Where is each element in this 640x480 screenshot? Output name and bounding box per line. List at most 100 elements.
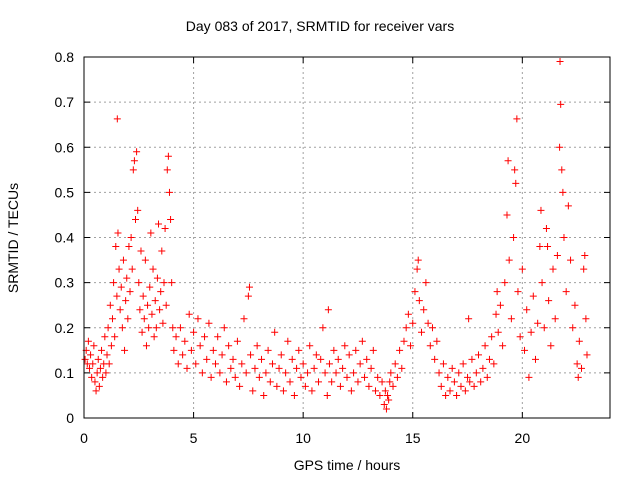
data-point (255, 373, 263, 381)
data-point (393, 373, 401, 381)
data-point (350, 369, 358, 377)
data-point (413, 265, 421, 273)
data-point (435, 369, 443, 377)
data-point (407, 342, 415, 350)
data-point (203, 355, 211, 363)
data-point (559, 188, 567, 196)
data-point (523, 306, 531, 314)
grid (84, 57, 610, 418)
data-point (145, 324, 153, 332)
data-point (216, 369, 224, 377)
data-point (81, 355, 89, 363)
data-point (518, 265, 526, 273)
data-point (225, 342, 233, 350)
data-point (567, 256, 575, 264)
data-point (85, 364, 93, 372)
data-point (150, 333, 158, 341)
data-point (385, 396, 393, 404)
data-point (391, 360, 399, 368)
chart-title: Day 083 of 2017, SRMTID for receiver var… (185, 18, 455, 34)
data-point (485, 355, 493, 363)
data-point (581, 252, 589, 260)
data-point (516, 333, 524, 341)
data-point (542, 224, 550, 232)
data-point (233, 337, 241, 345)
data-point (433, 337, 441, 345)
data-point (162, 301, 170, 309)
data-point (160, 279, 168, 287)
data-point (386, 378, 394, 386)
data-point (299, 360, 307, 368)
data-point (411, 288, 419, 296)
data-point (209, 346, 217, 354)
data-point (106, 301, 114, 309)
data-point (453, 391, 461, 399)
data-point (138, 328, 146, 336)
x-tick-label: 5 (190, 430, 198, 446)
data-point (113, 292, 121, 300)
data-point (105, 360, 113, 368)
data-point (297, 373, 305, 381)
data-point (172, 333, 180, 341)
y-tick-label: 0.2 (55, 320, 75, 336)
data-point (158, 247, 166, 255)
data-point (273, 382, 281, 390)
data-point (179, 351, 187, 359)
data-point (190, 328, 198, 336)
data-point (117, 283, 125, 291)
data-point (183, 364, 191, 372)
data-point (534, 319, 542, 327)
data-point (547, 342, 555, 350)
data-point (459, 360, 467, 368)
data-point (575, 337, 583, 345)
data-point (236, 382, 244, 390)
data-point (129, 166, 137, 174)
data-point (418, 328, 426, 336)
data-point (124, 315, 132, 323)
data-point (483, 373, 491, 381)
data-point (264, 346, 272, 354)
data-point (152, 324, 160, 332)
data-point (218, 351, 226, 359)
data-point (93, 369, 101, 377)
data-point (84, 337, 92, 345)
data-point (132, 215, 140, 223)
data-point (378, 378, 386, 386)
data-point (125, 243, 133, 251)
data-point (415, 297, 423, 305)
data-point (387, 369, 395, 377)
data-point (164, 152, 172, 160)
data-point (242, 369, 250, 377)
data-point (414, 256, 422, 264)
data-point (87, 351, 95, 359)
y-axis-label: SRMTID / TECUs (5, 182, 21, 294)
data-point (238, 360, 246, 368)
data-point (354, 378, 362, 386)
data-point (494, 328, 502, 336)
data-point (437, 382, 445, 390)
data-point (147, 229, 155, 237)
data-point (321, 369, 329, 377)
data-point (558, 166, 566, 174)
data-point (381, 387, 389, 395)
data-point (511, 166, 519, 174)
data-point (323, 391, 331, 399)
data-point (336, 382, 344, 390)
x-tick-label: 20 (515, 430, 531, 446)
data-point (358, 337, 366, 345)
data-point (446, 387, 454, 395)
data-point (560, 234, 568, 241)
data-point (477, 378, 485, 386)
data-point (499, 342, 507, 350)
data-point (557, 100, 565, 108)
data-point (319, 324, 327, 332)
data-point (163, 166, 171, 174)
data-point (161, 224, 169, 232)
data-point (198, 369, 206, 377)
data-point (253, 342, 261, 350)
data-point (345, 351, 353, 359)
data-point (88, 373, 96, 381)
data-point (470, 382, 478, 390)
data-point (146, 283, 154, 291)
